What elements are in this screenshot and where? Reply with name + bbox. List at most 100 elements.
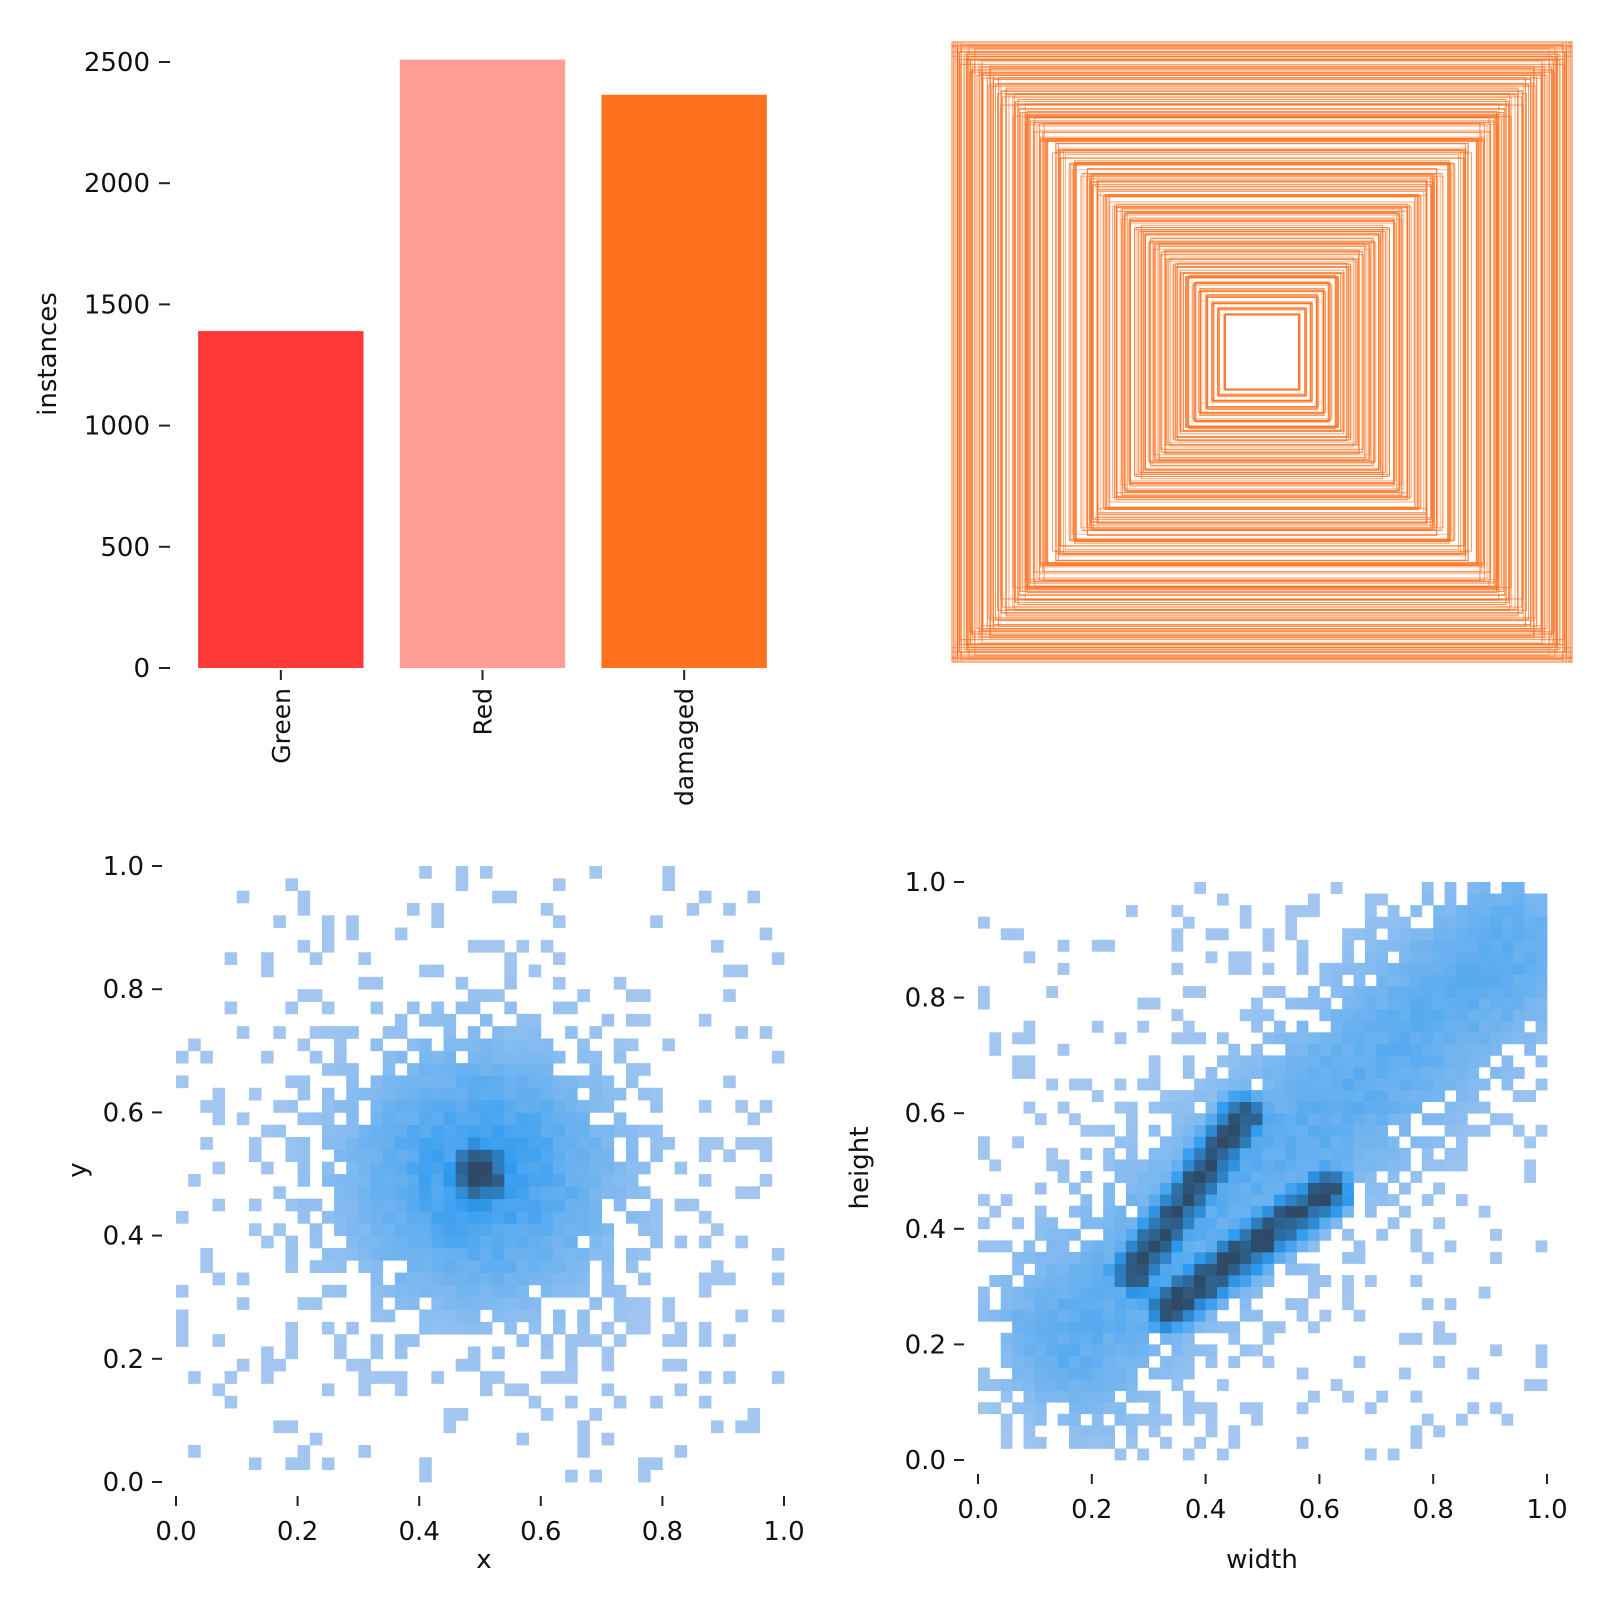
hist-cell [1421,1032,1434,1045]
hist-cell [638,1210,651,1224]
box-outline [1223,313,1301,391]
hist-cell [1285,928,1298,941]
hist-cell [1455,939,1468,952]
hist-cell [1251,1090,1263,1103]
hist-cell [638,1186,651,1200]
hist-cell [394,927,408,941]
hist-cell [297,1137,311,1150]
box-outline [1025,124,1499,580]
hist-cell [176,1309,189,1323]
hist-cell [1342,1009,1354,1022]
hist-cell [1376,997,1389,1010]
hist-cell [1080,1355,1093,1368]
hist-cell [552,1137,566,1150]
box-outline [997,77,1527,627]
hist-cell [504,1272,517,1286]
hist-cell [723,989,736,1002]
hist-cell [1114,1136,1127,1149]
hist-cell [370,1223,384,1236]
hist-cell [1524,1032,1537,1045]
hist-cell [1091,1251,1104,1264]
hist-cell [1535,916,1548,929]
hist-cell [1308,1147,1320,1160]
hist-cell [346,1247,359,1261]
hist-cell [309,1297,323,1310]
hist-cell [1216,1240,1229,1253]
hist-cell [516,1124,530,1138]
box-outline [1019,111,1505,593]
hist-cell [419,1247,432,1261]
hist-cell [1251,1240,1263,1253]
box-outline [1080,175,1444,529]
hist-cell [625,1038,639,1052]
hist-cell [1399,1124,1411,1137]
hist-cell [1410,1009,1423,1022]
hist-cell [1467,1020,1480,1033]
hist-cell [1194,1286,1206,1299]
hist-cell [1069,1402,1081,1415]
box-outline [1172,265,1352,439]
hist-cell [1353,1090,1366,1103]
hist-cell [565,1174,578,1187]
hist-cell [1455,986,1468,998]
hist-cell [650,1198,663,1212]
hist-cell [1160,1194,1172,1207]
hist-cell [261,1346,274,1360]
hist-cell [1296,1367,1309,1380]
hist-cell [467,1063,481,1076]
hist-cell [1399,1159,1411,1172]
hist-cell [370,1210,384,1224]
hist-cell [589,1210,602,1224]
hist-cell [382,1174,396,1187]
hist-cell [1273,1090,1286,1103]
box-outline [1121,218,1403,486]
hist-cell [1444,1032,1457,1045]
box-outline [1115,207,1409,497]
hist-cell [1251,1228,1263,1241]
hist-cell [1103,1344,1115,1357]
box-outline [1124,212,1400,492]
hist-cell [1228,1113,1241,1126]
hist-cell [261,1235,274,1249]
hist-cell [1319,1147,1332,1160]
hist-cell [455,1235,469,1249]
hist-cell [1319,1309,1332,1322]
hist-cell [528,1161,542,1175]
hist-cell [613,1309,627,1323]
hist-cell [528,1260,542,1273]
hist-cell [1285,1032,1298,1045]
hist-cell [1251,1205,1263,1218]
hist-cell [443,1260,457,1273]
hist-cell [1194,1124,1206,1137]
hist-cell [492,1272,505,1286]
hist-cell [1103,1263,1115,1276]
hist-cell [370,1235,384,1249]
box-outline [1107,196,1417,508]
hist-cell [577,1210,590,1224]
hist-cell [1410,928,1423,941]
hist-cell [1205,1147,1218,1160]
hist-cell [1103,1124,1115,1137]
hist-cell [212,1383,226,1397]
hist-cell [735,1309,748,1323]
hist-cell [1125,1298,1138,1311]
hist-cell [601,1149,615,1163]
hist-cell [1182,1367,1195,1380]
box-outline [956,41,1568,663]
hist-xtick-label: 0.2 [1071,1495,1112,1525]
hist-cell [419,1284,432,1298]
hist-cell [1387,1194,1400,1207]
hist-cell [1410,939,1423,952]
box-outline [1139,229,1385,475]
hist-cell [419,1186,432,1200]
hist-cell [285,1420,298,1434]
hist-cell [1251,1171,1263,1183]
hist-cell [1387,1101,1400,1114]
hist-cell [1535,951,1548,964]
hist-cell [650,1149,663,1163]
hist-cell [1535,1379,1548,1392]
hist-cell [321,939,335,953]
hist-cell [1433,1066,1445,1079]
hist-ytick-label: 0.4 [103,1222,144,1252]
hist-cell [419,1198,432,1212]
